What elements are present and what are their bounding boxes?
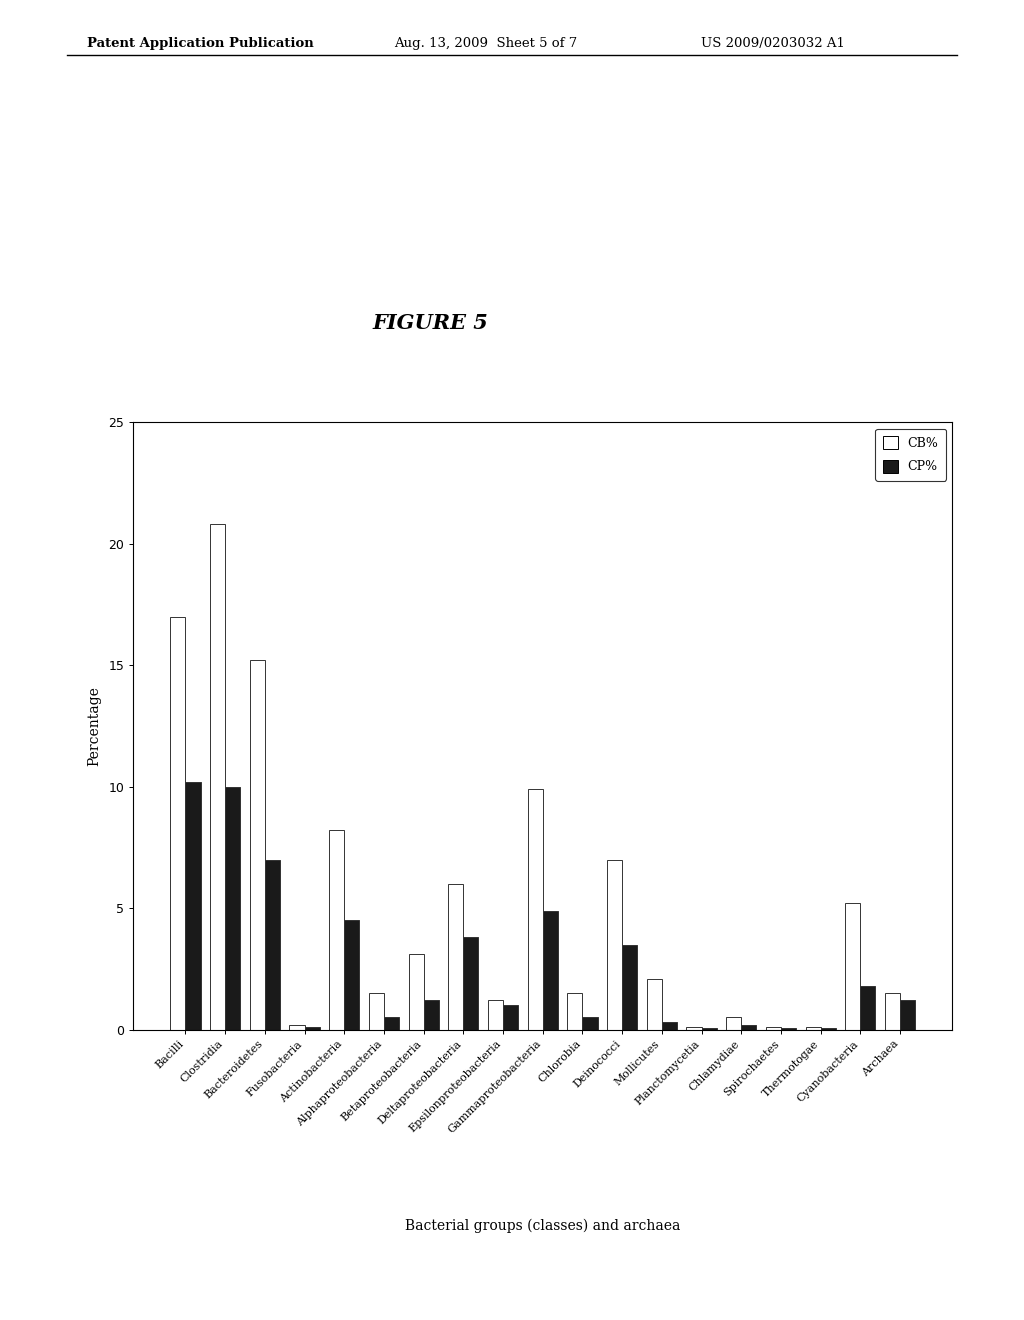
Bar: [845, 903, 860, 1030]
Bar: [170, 616, 185, 1030]
Bar: [686, 1027, 701, 1030]
Bar: [623, 945, 637, 1030]
Bar: [344, 920, 359, 1030]
Bar: [463, 937, 478, 1030]
Text: Aug. 13, 2009  Sheet 5 of 7: Aug. 13, 2009 Sheet 5 of 7: [394, 37, 578, 50]
Bar: [607, 859, 623, 1030]
Bar: [409, 954, 424, 1030]
Bar: [384, 1018, 399, 1030]
Bar: [860, 986, 876, 1030]
Bar: [726, 1018, 741, 1030]
Bar: [290, 1024, 304, 1030]
Bar: [900, 1001, 915, 1030]
Bar: [488, 1001, 503, 1030]
Bar: [806, 1027, 820, 1030]
Text: Patent Application Publication: Patent Application Publication: [87, 37, 313, 50]
Bar: [647, 978, 662, 1030]
Bar: [225, 787, 241, 1030]
Bar: [304, 1027, 319, 1030]
Bar: [329, 830, 344, 1030]
Bar: [503, 1006, 518, 1030]
Bar: [662, 1022, 677, 1030]
Bar: [250, 660, 265, 1030]
Bar: [369, 993, 384, 1030]
Bar: [185, 781, 201, 1030]
X-axis label: Bacterial groups (classes) and archaea: Bacterial groups (classes) and archaea: [406, 1218, 680, 1233]
Bar: [741, 1024, 757, 1030]
Text: US 2009/0203032 A1: US 2009/0203032 A1: [701, 37, 846, 50]
Bar: [885, 993, 900, 1030]
Bar: [527, 789, 543, 1030]
Bar: [449, 884, 463, 1030]
Bar: [567, 993, 583, 1030]
Bar: [210, 524, 225, 1030]
Bar: [583, 1018, 597, 1030]
Bar: [766, 1027, 781, 1030]
Bar: [265, 859, 280, 1030]
Legend: CB%, CP%: CB%, CP%: [876, 429, 946, 480]
Text: FIGURE 5: FIGURE 5: [372, 313, 488, 334]
Y-axis label: Percentage: Percentage: [87, 686, 101, 766]
Bar: [424, 1001, 438, 1030]
Bar: [543, 911, 558, 1030]
